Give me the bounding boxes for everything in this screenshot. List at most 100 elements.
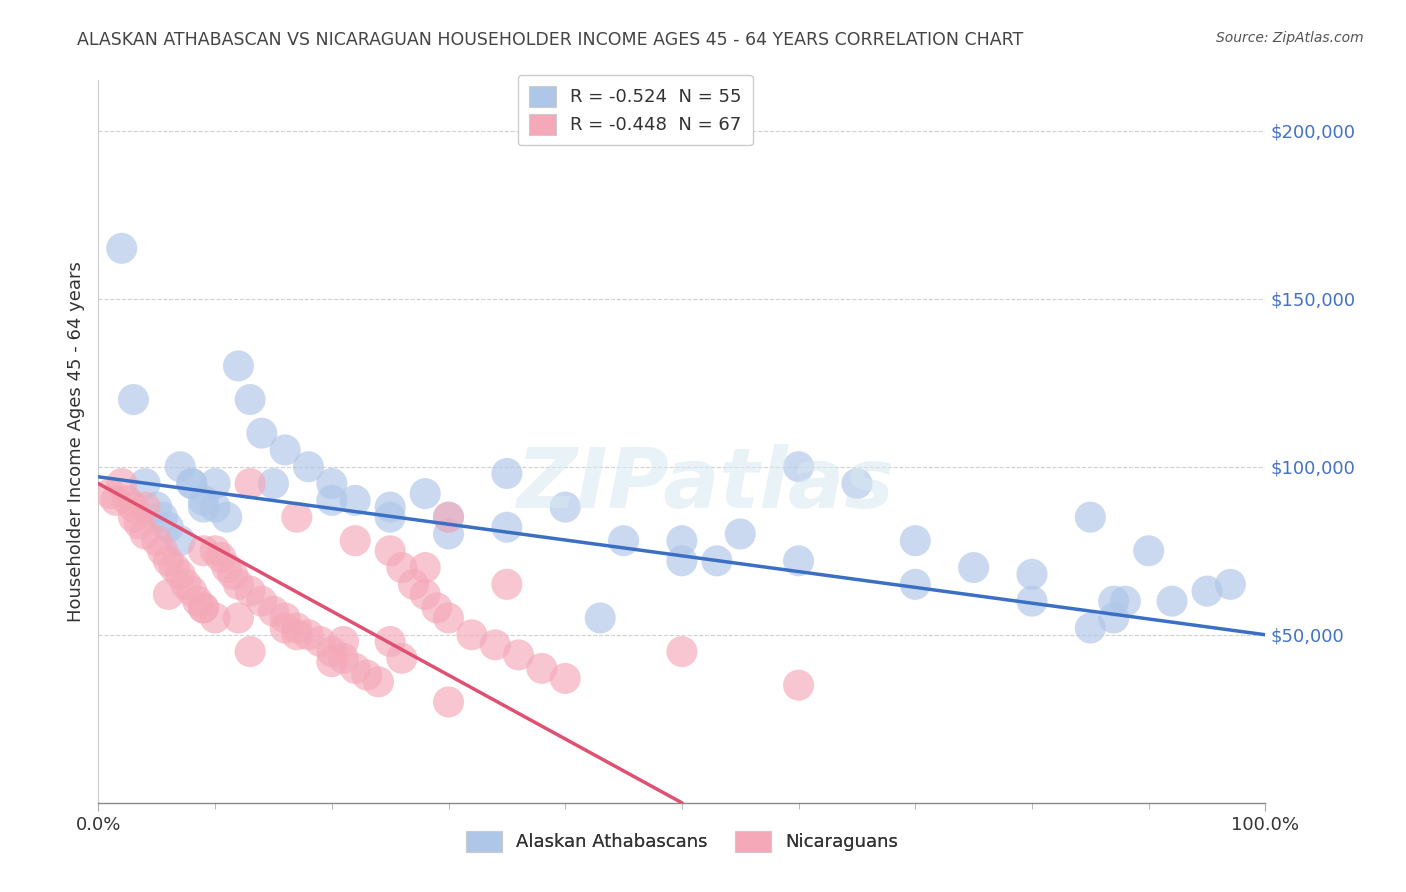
Y-axis label: Householder Income Ages 45 - 64 years: Householder Income Ages 45 - 64 years bbox=[66, 261, 84, 622]
Point bbox=[1102, 611, 1125, 625]
Point bbox=[274, 611, 297, 625]
Point bbox=[134, 476, 156, 491]
Point bbox=[1080, 621, 1102, 635]
Point bbox=[157, 587, 180, 601]
Point bbox=[1114, 594, 1136, 608]
Legend: Alaskan Athabascans, Nicaraguans: Alaskan Athabascans, Nicaraguans bbox=[458, 823, 905, 859]
Point bbox=[962, 560, 984, 574]
Point bbox=[169, 459, 191, 474]
Point bbox=[530, 661, 553, 675]
Text: ALASKAN ATHABASCAN VS NICARAGUAN HOUSEHOLDER INCOME AGES 45 - 64 YEARS CORRELATI: ALASKAN ATHABASCAN VS NICARAGUAN HOUSEHO… bbox=[77, 31, 1024, 49]
Point bbox=[426, 600, 449, 615]
Point bbox=[193, 543, 215, 558]
Point bbox=[122, 392, 145, 407]
Point bbox=[134, 527, 156, 541]
Point bbox=[787, 459, 810, 474]
Point bbox=[180, 584, 202, 599]
Point bbox=[180, 476, 202, 491]
Point bbox=[437, 611, 460, 625]
Point bbox=[496, 520, 519, 534]
Point bbox=[380, 510, 402, 524]
Point bbox=[413, 560, 436, 574]
Point bbox=[250, 594, 273, 608]
Point bbox=[117, 493, 139, 508]
Point bbox=[413, 486, 436, 500]
Point bbox=[204, 611, 226, 625]
Point bbox=[730, 527, 752, 541]
Point bbox=[228, 577, 250, 591]
Point bbox=[169, 533, 191, 548]
Point bbox=[204, 500, 226, 514]
Point bbox=[321, 644, 343, 658]
Point bbox=[437, 527, 460, 541]
Point bbox=[321, 476, 343, 491]
Point bbox=[413, 587, 436, 601]
Point bbox=[193, 600, 215, 615]
Point bbox=[221, 567, 243, 582]
Point bbox=[706, 554, 728, 568]
Point bbox=[239, 584, 262, 599]
Point bbox=[285, 628, 308, 642]
Point bbox=[344, 533, 367, 548]
Point bbox=[274, 442, 297, 457]
Point bbox=[554, 500, 576, 514]
Point bbox=[437, 510, 460, 524]
Point bbox=[111, 476, 134, 491]
Point bbox=[228, 611, 250, 625]
Point bbox=[671, 533, 693, 548]
Point bbox=[380, 543, 402, 558]
Point bbox=[671, 644, 693, 658]
Point bbox=[209, 550, 232, 565]
Point bbox=[461, 628, 484, 642]
Point bbox=[344, 493, 367, 508]
Point bbox=[239, 476, 262, 491]
Point bbox=[402, 577, 425, 591]
Point bbox=[122, 500, 145, 514]
Point bbox=[193, 500, 215, 514]
Point bbox=[787, 678, 810, 692]
Point bbox=[344, 661, 367, 675]
Point bbox=[187, 594, 209, 608]
Point bbox=[215, 510, 238, 524]
Point bbox=[262, 476, 284, 491]
Point bbox=[297, 459, 319, 474]
Point bbox=[174, 577, 197, 591]
Point bbox=[496, 467, 519, 481]
Point bbox=[787, 554, 810, 568]
Point bbox=[180, 476, 202, 491]
Point bbox=[321, 655, 343, 669]
Point bbox=[508, 648, 530, 662]
Point bbox=[1219, 577, 1241, 591]
Point bbox=[134, 500, 156, 514]
Point bbox=[193, 493, 215, 508]
Point bbox=[1021, 567, 1043, 582]
Point bbox=[111, 241, 134, 255]
Point bbox=[204, 543, 226, 558]
Point bbox=[98, 486, 121, 500]
Point bbox=[169, 567, 191, 582]
Point bbox=[554, 672, 576, 686]
Point bbox=[496, 577, 519, 591]
Point bbox=[239, 392, 262, 407]
Point bbox=[228, 359, 250, 373]
Point bbox=[204, 476, 226, 491]
Point bbox=[904, 577, 927, 591]
Point bbox=[285, 510, 308, 524]
Point bbox=[1102, 594, 1125, 608]
Point bbox=[285, 621, 308, 635]
Point bbox=[309, 634, 332, 648]
Point bbox=[589, 611, 612, 625]
Point bbox=[157, 520, 180, 534]
Point bbox=[297, 628, 319, 642]
Point bbox=[250, 426, 273, 441]
Text: ZIPatlas: ZIPatlas bbox=[516, 444, 894, 525]
Point bbox=[239, 644, 262, 658]
Point bbox=[484, 638, 506, 652]
Point bbox=[152, 543, 174, 558]
Point bbox=[437, 510, 460, 524]
Point bbox=[391, 651, 413, 665]
Point bbox=[215, 560, 238, 574]
Point bbox=[104, 493, 127, 508]
Point bbox=[904, 533, 927, 548]
Point bbox=[671, 554, 693, 568]
